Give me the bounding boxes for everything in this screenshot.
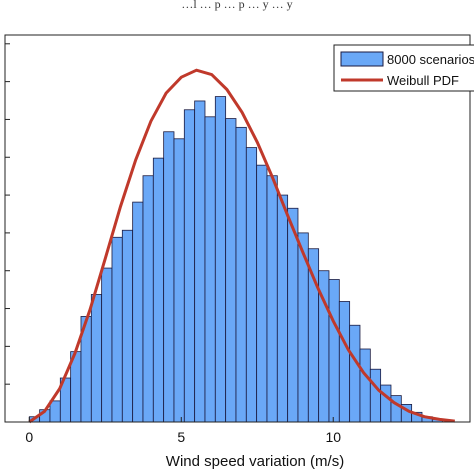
ticks-layer: 0 5 10 bbox=[5, 43, 341, 445]
histogram-bar bbox=[173, 138, 185, 423]
legend-bars-label: 8000 scenarios bbox=[387, 52, 474, 67]
histogram-bar bbox=[338, 301, 351, 423]
histogram-bar bbox=[359, 348, 371, 423]
weibull-pdf-line bbox=[28, 68, 455, 424]
x-axis-label: Wind speed variation (m/s) bbox=[166, 453, 344, 470]
histogram-bar bbox=[328, 279, 340, 423]
histogram-bar bbox=[194, 100, 206, 423]
histogram-bar bbox=[183, 109, 196, 423]
x-tick-label: 10 bbox=[325, 429, 341, 445]
histogram-bar bbox=[111, 236, 123, 423]
histogram-bar bbox=[266, 175, 278, 423]
histogram-bar bbox=[49, 400, 61, 423]
histogram-bar bbox=[121, 229, 134, 423]
legend-pdf-label: Weibull PDF bbox=[387, 73, 459, 88]
histogram-bar bbox=[142, 175, 154, 423]
histogram-bar bbox=[214, 96, 227, 423]
chart-title: …l … p … p … y … y bbox=[181, 0, 292, 11]
histogram-bar bbox=[245, 147, 258, 423]
histogram-bar bbox=[204, 116, 216, 423]
histogram-bar bbox=[256, 164, 268, 423]
histogram-bar bbox=[349, 324, 361, 423]
histogram-bar bbox=[90, 294, 103, 423]
bars-layer bbox=[28, 96, 444, 423]
histogram-bar bbox=[235, 126, 247, 423]
x-tick-label: 0 bbox=[25, 429, 33, 445]
histogram-bar bbox=[225, 118, 237, 423]
histogram-bar bbox=[369, 368, 382, 423]
histogram-bar bbox=[101, 267, 113, 423]
histogram-bar bbox=[163, 131, 175, 423]
histogram-bar bbox=[276, 194, 289, 423]
histogram-bar bbox=[380, 384, 392, 423]
legend: 8000 scenarios Weibull PDF bbox=[333, 44, 474, 92]
legend-bars-swatch bbox=[340, 51, 384, 67]
histogram-bar bbox=[132, 201, 144, 423]
x-tick-label: 5 bbox=[177, 429, 185, 445]
plot-frame bbox=[4, 34, 471, 423]
histogram-bar bbox=[152, 157, 165, 423]
